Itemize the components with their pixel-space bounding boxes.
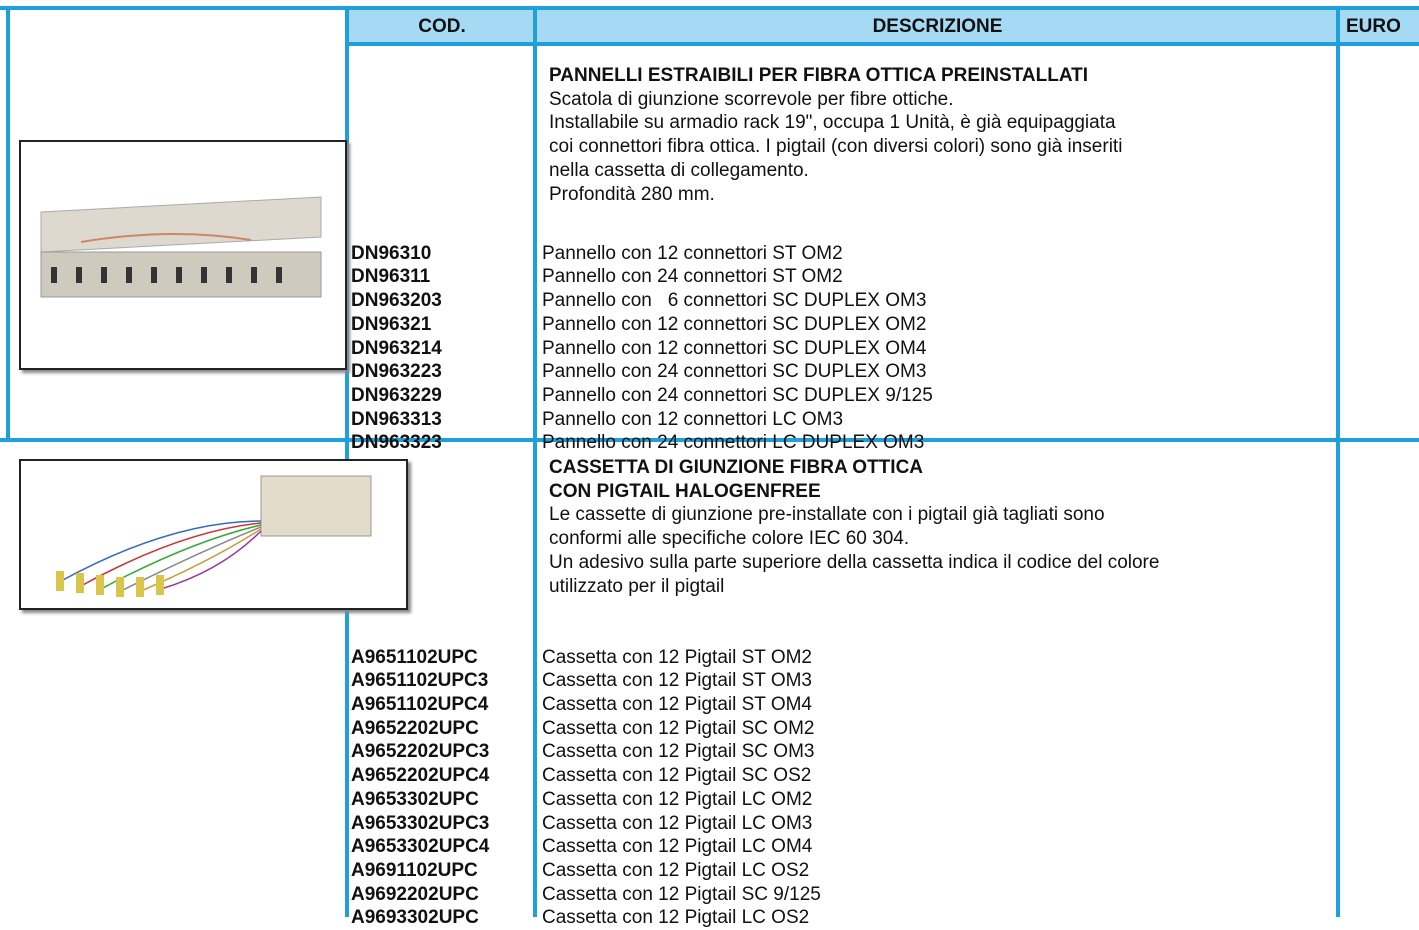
item-text: Pannello con 6 connettori SC DUPLEX OM3 xyxy=(542,290,927,312)
border xyxy=(6,6,10,440)
item-text: Cassetta con 12 Pigtail LC OM2 xyxy=(542,788,813,810)
item-text: Cassetta con 12 Pigtail LC OS2 xyxy=(542,859,810,881)
border xyxy=(0,6,1419,10)
item-code: A9651102UPC3 xyxy=(351,670,489,692)
item-text: Cassetta con 12 Pigtail LC OS2 xyxy=(542,907,810,929)
product-title: CASSETTA DI GIUNZIONE FIBRA OTTICA xyxy=(549,457,924,478)
item-text: Pannello con 24 connettori SC DUPLEX 9/1… xyxy=(542,384,933,406)
product-description: Installabile su armadio rack 19", occupa… xyxy=(549,112,1116,134)
item-text: Cassetta con 12 Pigtail SC 9/125 xyxy=(542,883,821,905)
item-text: Pannello con 12 connettori SC DUPLEX OM4 xyxy=(542,337,927,359)
border xyxy=(345,42,1419,46)
product-title: CON PIGTAIL HALOGENFREE xyxy=(549,480,821,502)
item-code: DN963203 xyxy=(351,290,442,312)
item-code: DN96321 xyxy=(351,313,432,335)
item-text: Cassetta con 12 Pigtail ST OM2 xyxy=(542,646,812,668)
item-code: A9653302UPC4 xyxy=(351,836,490,858)
item-text: Pannello con 24 connettori ST OM2 xyxy=(542,266,843,288)
product-description: conformi alle specifiche colore IEC 60 3… xyxy=(549,528,910,550)
item-text: Pannello con 12 connettori ST OM2 xyxy=(542,242,843,264)
item-code: A9651102UPC xyxy=(351,646,478,668)
item-code: A9651102UPC4 xyxy=(351,694,489,715)
product-image xyxy=(19,140,347,370)
header-cell: EURO xyxy=(1340,8,1419,44)
item-code: DN963223 xyxy=(351,361,442,383)
item-text: Cassetta con 12 Pigtail SC OM2 xyxy=(542,717,815,739)
item-code: A9691102UPC xyxy=(351,859,478,881)
header-cell: DESCRIZIONE xyxy=(537,8,1338,44)
product-description: Un adesivo sulla parte superiore della c… xyxy=(549,551,1160,573)
product-description: nella cassetta di collegamento. xyxy=(549,159,809,181)
item-text: Pannello con 12 connettori SC DUPLEX OM2 xyxy=(542,313,927,335)
item-code: A9653302UPC3 xyxy=(351,812,490,834)
item-text: Cassetta con 12 Pigtail SC OM3 xyxy=(542,741,815,763)
border xyxy=(0,438,1419,442)
item-text: Pannello con 12 connettori LC OM3 xyxy=(542,408,844,430)
header-cell: COD. xyxy=(349,8,535,44)
product-description: coi connettori fibra ottica. I pigtail (… xyxy=(549,136,1123,158)
product-image xyxy=(19,459,408,610)
item-code: A9693302UPC xyxy=(351,907,479,929)
image-art xyxy=(40,196,322,298)
item-code: DN963323 xyxy=(351,432,442,454)
item-code: DN963214 xyxy=(351,337,442,359)
item-code: A9692202UPC xyxy=(351,883,479,905)
item-code: DN963229 xyxy=(351,384,442,406)
item-code: DN96311 xyxy=(351,266,431,288)
item-text: Cassetta con 12 Pigtail LC OM4 xyxy=(542,836,813,858)
image-art xyxy=(56,475,372,597)
item-code: A9652202UPC3 xyxy=(351,741,490,763)
item-text: Cassetta con 12 Pigtail SC OS2 xyxy=(542,765,812,787)
border xyxy=(533,6,537,917)
item-code: A9652202UPC xyxy=(351,717,479,739)
border xyxy=(1336,6,1340,917)
item-text: Cassetta con 12 Pigtail ST OM4 xyxy=(542,694,812,715)
item-code: A9653302UPC xyxy=(351,788,479,810)
item-code: A9652202UPC4 xyxy=(351,765,490,787)
item-text: Pannello con 24 connettori LC DUPLEX OM3 xyxy=(542,432,925,454)
product-description: Profondità 280 mm. xyxy=(549,183,715,205)
item-code: DN96310 xyxy=(351,242,432,264)
product-description: utilizzato per il pigtail xyxy=(549,575,725,597)
product-description: Le cassette di giunzione pre-installate … xyxy=(549,504,1105,526)
item-text: Cassetta con 12 Pigtail LC OM3 xyxy=(542,812,813,834)
item-text: Cassetta con 12 Pigtail ST OM3 xyxy=(542,670,812,692)
item-code: DN963313 xyxy=(351,408,442,430)
product-description: Scatola di giunzione scorrevole per fibr… xyxy=(549,88,954,110)
product-title: PANNELLI ESTRAIBILI PER FIBRA OTTICA PRE… xyxy=(549,65,1089,86)
item-text: Pannello con 24 connettori SC DUPLEX OM3 xyxy=(542,361,927,383)
